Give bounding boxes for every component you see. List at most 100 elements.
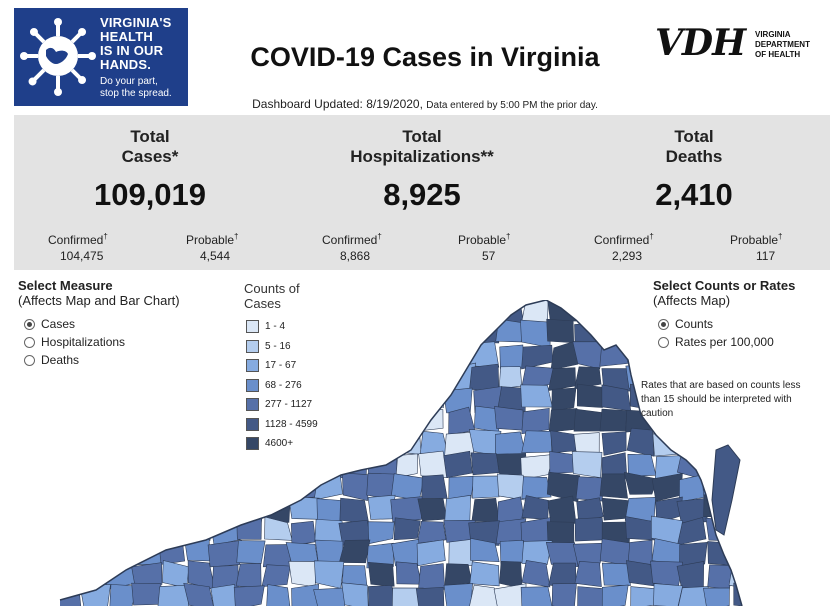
county-region[interactable] — [650, 560, 683, 587]
county-region[interactable] — [109, 584, 139, 606]
county-region[interactable] — [521, 476, 552, 499]
county-region[interactable] — [576, 383, 603, 408]
county-region[interactable] — [312, 428, 341, 452]
county-region[interactable] — [312, 386, 345, 410]
county-region[interactable] — [366, 408, 396, 432]
county-region[interactable] — [158, 340, 185, 371]
county-region[interactable] — [416, 340, 446, 367]
county-region[interactable] — [209, 406, 239, 430]
county-region[interactable] — [56, 521, 86, 545]
county-region[interactable] — [550, 430, 579, 454]
county-region[interactable] — [78, 409, 112, 435]
county-region[interactable] — [366, 341, 394, 366]
county-region[interactable] — [130, 428, 159, 458]
county-region[interactable] — [158, 321, 189, 348]
county-region[interactable] — [653, 583, 684, 606]
county-region[interactable] — [499, 344, 525, 370]
county-region[interactable] — [469, 561, 500, 587]
county-region[interactable] — [601, 562, 631, 586]
county-region[interactable] — [418, 385, 445, 409]
measure-option-cases[interactable]: Cases — [24, 317, 75, 331]
county-region[interactable] — [389, 300, 422, 326]
county-region[interactable] — [577, 586, 604, 606]
county-region[interactable] — [182, 408, 214, 434]
county-region[interactable] — [236, 516, 262, 540]
county-region[interactable] — [131, 562, 163, 590]
county-region[interactable] — [444, 494, 472, 524]
county-region[interactable] — [599, 538, 631, 567]
county-region[interactable] — [418, 563, 446, 590]
county-region[interactable] — [443, 450, 473, 479]
county-region[interactable] — [366, 542, 394, 569]
county-region[interactable] — [521, 365, 555, 389]
county-region[interactable] — [183, 582, 215, 606]
county-region[interactable] — [367, 431, 399, 455]
county-region[interactable] — [391, 587, 424, 606]
county-region[interactable] — [107, 516, 139, 545]
county-region[interactable] — [571, 451, 603, 479]
county-region[interactable] — [395, 453, 418, 478]
county-region[interactable] — [131, 582, 164, 606]
county-region[interactable] — [266, 584, 291, 606]
county-region[interactable] — [56, 383, 81, 413]
county-region[interactable] — [130, 408, 160, 436]
county-region[interactable] — [575, 300, 604, 323]
county-region[interactable] — [131, 517, 164, 546]
county-region[interactable] — [546, 471, 581, 503]
county-region[interactable] — [340, 387, 369, 411]
county-region[interactable] — [56, 429, 83, 458]
county-region[interactable] — [260, 472, 294, 500]
county-region[interactable] — [104, 455, 138, 480]
county-region[interactable] — [444, 563, 473, 587]
county-region[interactable] — [182, 385, 215, 412]
county-region[interactable] — [339, 409, 370, 436]
radio-icon[interactable] — [24, 354, 35, 366]
county-region[interactable] — [521, 540, 553, 565]
county-region[interactable] — [79, 388, 111, 414]
county-region[interactable] — [130, 387, 163, 411]
county-region[interactable] — [367, 318, 395, 345]
county-region[interactable] — [548, 408, 579, 433]
county-region[interactable] — [211, 363, 239, 388]
radio-selected-icon[interactable] — [24, 318, 35, 330]
county-region[interactable] — [233, 585, 265, 606]
county-region[interactable] — [575, 476, 606, 502]
county-region[interactable] — [184, 497, 212, 524]
county-region[interactable] — [238, 473, 263, 501]
county-region[interactable] — [521, 430, 553, 454]
county-region[interactable] — [499, 560, 523, 589]
county-region[interactable] — [344, 344, 370, 369]
county-region[interactable] — [599, 473, 628, 499]
county-region[interactable] — [106, 540, 136, 568]
county-region[interactable] — [131, 451, 159, 478]
county-region[interactable] — [211, 300, 241, 322]
county-region[interactable] — [572, 341, 605, 370]
county-region[interactable] — [730, 518, 746, 547]
county-region[interactable] — [471, 498, 500, 522]
county-region[interactable] — [367, 383, 395, 413]
county-region[interactable] — [81, 542, 109, 566]
county-region[interactable] — [391, 385, 424, 410]
county-region[interactable] — [448, 539, 474, 566]
county-region[interactable] — [676, 428, 710, 455]
county-region[interactable] — [601, 584, 629, 606]
county-region[interactable] — [444, 300, 471, 322]
county-region[interactable] — [677, 586, 709, 606]
county-region[interactable] — [367, 561, 395, 587]
county-region[interactable] — [238, 451, 268, 478]
county-region[interactable] — [493, 583, 527, 606]
county-region[interactable] — [290, 319, 316, 348]
county-region[interactable] — [339, 300, 369, 326]
county-region[interactable] — [314, 319, 345, 348]
county-region[interactable] — [288, 560, 318, 588]
county-region[interactable] — [551, 387, 577, 412]
county-region[interactable] — [157, 383, 189, 413]
measure-option-hospitalizations[interactable]: Hospitalizations — [24, 335, 125, 349]
county-region[interactable] — [131, 541, 163, 565]
county-region[interactable] — [677, 516, 707, 546]
county-region[interactable] — [130, 364, 162, 391]
county-region[interactable] — [338, 539, 371, 564]
county-region[interactable] — [210, 385, 237, 413]
county-region[interactable] — [210, 450, 240, 481]
county-region[interactable] — [729, 300, 746, 326]
